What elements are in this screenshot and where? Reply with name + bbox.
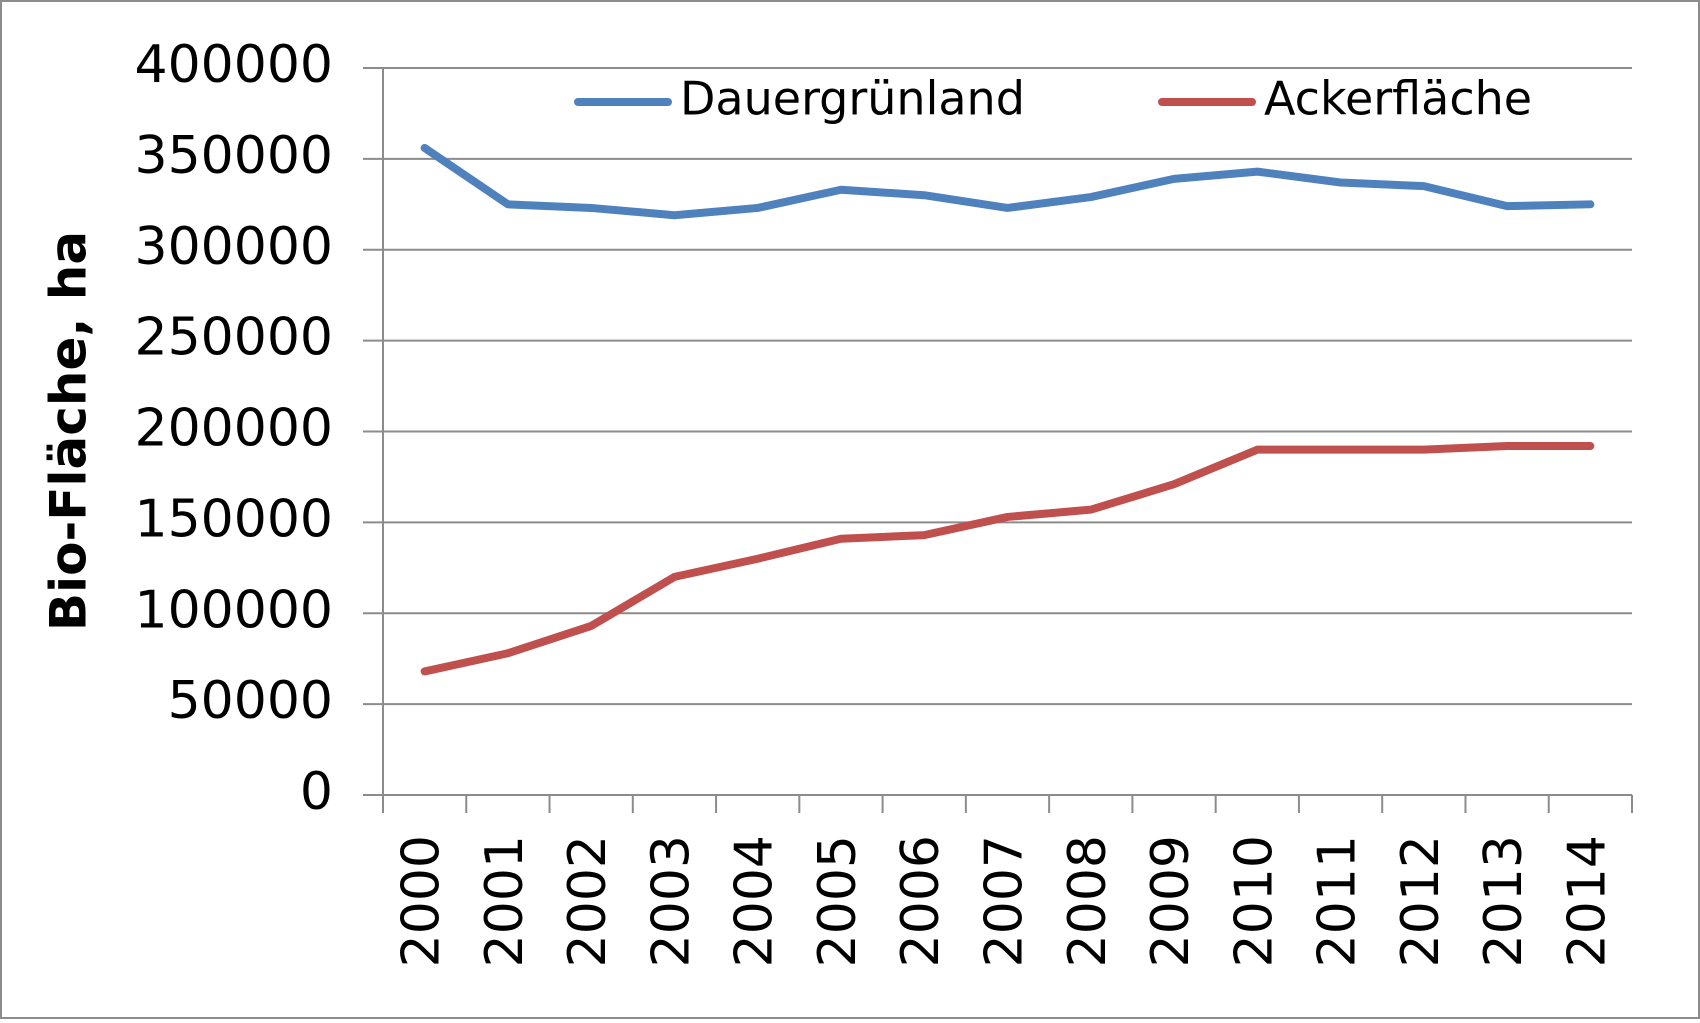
x-tick-label: 2012 [1391,835,1451,967]
x-tick-label: 2014 [1557,835,1617,967]
y-tick-label: 400000 [134,35,333,95]
x-tick-label: 2009 [1141,835,1201,967]
x-tick-label: 2010 [1224,835,1284,967]
y-axis-label: Bio-Fläche, ha [40,231,98,631]
x-tick-label: 2000 [392,835,452,967]
x-tick-label: 2013 [1474,835,1534,967]
legend-label: Ackerfläche [1264,72,1532,126]
y-tick-label: 250000 [134,308,333,368]
x-tick-label: 2006 [891,835,951,967]
y-tick-label: 350000 [134,126,333,186]
x-tick-label: 2011 [1308,835,1368,967]
y-tick-label: 0 [300,762,333,822]
y-tick-label: 300000 [134,217,333,277]
x-tick-label: 2003 [641,835,701,967]
line-series [420,442,1595,676]
x-tick-label: 2004 [725,835,785,967]
x-tick-label: 2002 [558,835,618,967]
x-tick-label: 2008 [1058,835,1118,967]
y-tick-label: 150000 [134,489,333,549]
x-tick-label: 2001 [475,835,535,967]
x-tick-label: 2005 [808,835,868,967]
legend-label: Dauergrünland [680,72,1025,126]
x-tick-label: 2007 [975,835,1035,967]
y-tick-label: 200000 [134,399,333,459]
y-tick-label: 100000 [134,580,333,640]
y-tick-label: 50000 [168,671,333,731]
line-series [420,143,1595,220]
